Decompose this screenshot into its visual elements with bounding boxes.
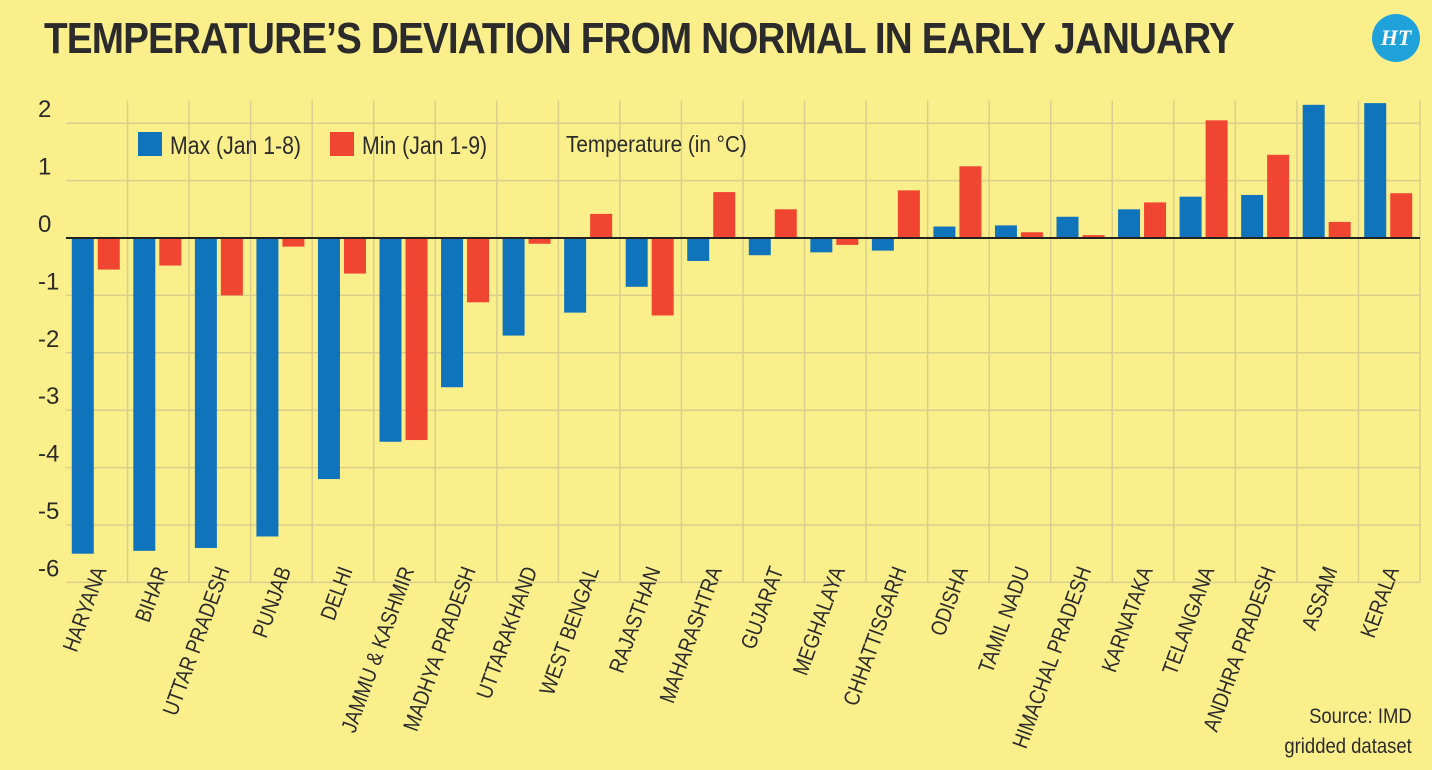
bar-min [528,238,551,244]
legend-label: Min (Jan 1-9) [362,131,487,159]
source-note: Source: IMD gridded dataset [1285,702,1412,762]
y-tick-label: -6 [38,555,59,582]
logo-text: HT [1380,25,1412,50]
bars [71,103,1413,554]
bar-min [774,209,797,238]
source-line-1: Source: IMD [1309,705,1412,728]
x-category-label: KARNATAKA [1098,563,1158,675]
bar-min [220,238,243,296]
x-category-label: WEST BENGAL [536,564,604,699]
bar-max [1118,209,1141,238]
x-category-label: DELHI [317,564,358,624]
bar-max [1302,104,1325,238]
bar-min [282,238,305,247]
bar-max [625,238,648,287]
bar-min [1328,221,1351,238]
y-tick-label: 2 [38,96,51,123]
bar-max [933,226,956,238]
y-tick-label: -4 [38,441,59,468]
bar-min [159,238,182,266]
x-category-label: MEGHALAYA [789,563,850,678]
y-tick-labels: 2 1 0 -1 -2 -3 -4 -5 -6 [38,96,59,582]
bar-min [343,238,366,274]
bar-max [71,238,94,554]
bar-max [687,238,710,261]
y-tick-label: 0 [38,211,51,238]
bar-max [379,238,402,442]
bar-max [871,238,894,251]
y-tick-label: -1 [38,268,59,295]
bar-max [1179,196,1202,238]
x-category-label: MAHARASHTRA [656,563,727,706]
bar-min [1020,232,1043,238]
legend-swatch [138,132,162,156]
y-tick-label: -3 [38,383,59,410]
x-category-label: ASSAM [1298,564,1343,634]
x-category-label: UTTAR PRADESH [159,564,235,719]
bar-min [959,166,982,238]
bar-min [467,238,490,303]
x-category-label: BIHAR [132,564,174,626]
bar-max [317,238,340,480]
bar-max [256,238,279,537]
x-category-label: TELANGANA [1159,563,1220,678]
y-axis-label: Temperature (in °C) [566,131,747,157]
bar-min [713,192,736,238]
bar-min [1144,202,1167,238]
bar-max [441,238,464,388]
bar-max [1056,216,1079,238]
y-tick-label: -5 [38,498,59,525]
chart-title: TEMPERATURE’S DEVIATION FROM NORMAL IN E… [44,14,1235,63]
bar-min [1082,235,1105,238]
bar-min [590,213,613,238]
bar-min [651,238,674,316]
y-tick-label: -2 [38,326,59,353]
x-category-label: TAMIL NADU [975,564,1035,677]
bar-max [564,238,587,313]
bar-min [897,190,920,238]
bar-max [994,225,1017,238]
y-tick-label: 1 [38,154,51,181]
bar-max [133,238,156,551]
bar-max [502,238,525,336]
ht-logo: HT [1372,14,1420,62]
x-category-label: ODISHA [927,563,974,639]
x-category-label: PUNJAB [249,564,296,641]
source-line-2: gridded dataset [1284,735,1412,758]
bar-min [836,238,859,245]
bar-min [1205,120,1228,238]
x-category-label: GUJARAT [737,564,789,653]
bar-min [97,238,120,270]
legend-label: Max (Jan 1-8) [170,131,301,159]
bar-max [748,238,771,256]
legend: Max (Jan 1-8) Min (Jan 1-9) [138,131,487,159]
legend-swatch [330,132,354,156]
bar-max [1364,103,1387,238]
x-category-label: KERALA [1357,563,1405,641]
bar-max [194,238,217,548]
x-category-label: HARYANA [59,563,112,655]
x-category-label: RAJASTHAN [605,564,665,677]
bar-min [1390,193,1413,238]
x-category-label: CHHATTISGARH [840,564,912,709]
x-category-label: UTTARAKHAND [473,564,543,703]
bar-min [1267,154,1290,238]
grid [66,100,1421,584]
bar-max [1241,194,1264,238]
bar-min [405,238,428,441]
bar-max [810,238,833,253]
